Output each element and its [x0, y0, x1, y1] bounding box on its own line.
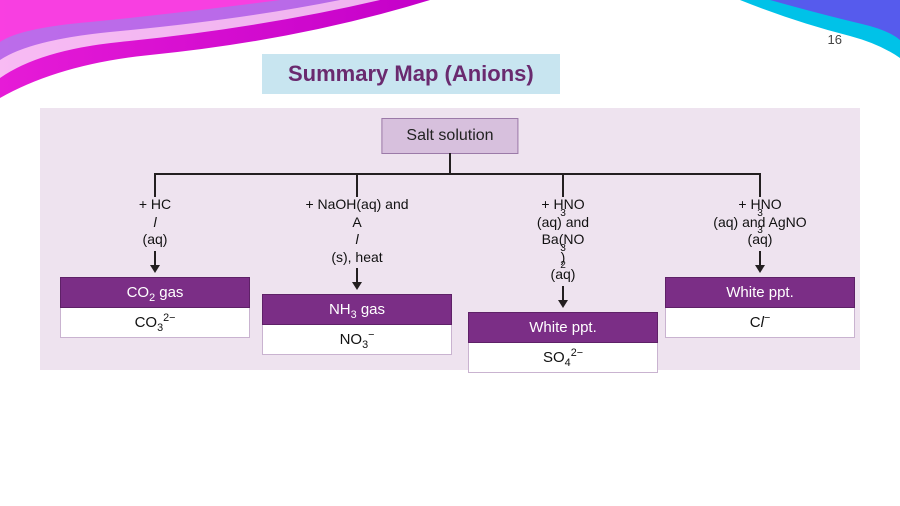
ion-box: NO3−	[262, 325, 452, 355]
observation-box: White ppt.	[468, 312, 658, 343]
branch-1: + HCl(aq) CO2 gasCO32−	[60, 196, 250, 338]
branch-2: + NaOH(aq) andAl(s), heat NH3 gasNO3−	[262, 196, 452, 355]
branch-4: + HNO3(aq) and AgNO3(aq) White ppt.Cl−	[665, 196, 855, 338]
slide-title: Summary Map (Anions)	[262, 54, 560, 94]
ion-box: CO32−	[60, 308, 250, 338]
arrow-down	[60, 249, 250, 277]
page-number: 16	[828, 32, 842, 47]
ion-box: SO42−	[468, 343, 658, 373]
observation-box: CO2 gas	[60, 277, 250, 308]
ion-box: Cl−	[665, 308, 855, 338]
decorative-swoosh-right	[740, 0, 900, 70]
reagent-label: + HCl(aq)	[60, 196, 250, 249]
reagent-label: + NaOH(aq) andAl(s), heat	[262, 196, 452, 266]
branch-3: + HNO3(aq) andBa(NO3)2(aq) White ppt.SO42…	[468, 196, 658, 373]
anion-summary-diagram: Salt solution + HCl(aq)CO2 gasCO32−+ NaO…	[40, 108, 860, 370]
arrow-down	[262, 266, 452, 294]
observation-box: NH3 gas	[262, 294, 452, 325]
observation-box: White ppt.	[665, 277, 855, 308]
reagent-label: + HNO3(aq) and AgNO3(aq)	[665, 196, 855, 249]
arrow-down	[665, 249, 855, 277]
arrow-down	[468, 284, 658, 312]
reagent-label: + HNO3(aq) andBa(NO3)2(aq)	[468, 196, 658, 284]
